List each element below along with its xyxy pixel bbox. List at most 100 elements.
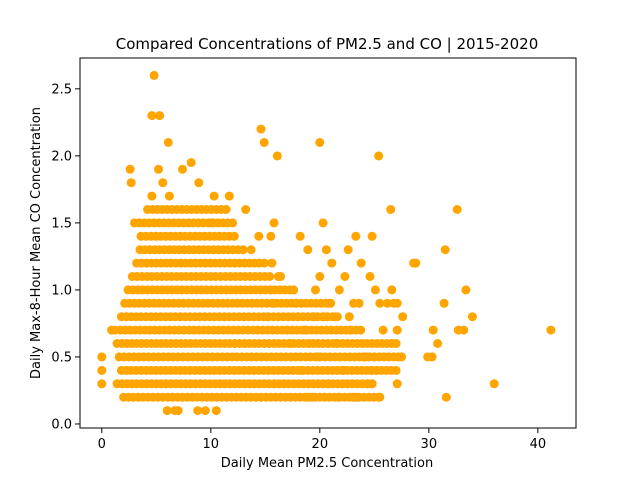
data-point — [309, 312, 319, 322]
y-tick-label: 2.5 — [51, 82, 72, 97]
data-point — [334, 285, 344, 295]
y-axis-ticks: 0.0 0.5 1.0 1.5 2.0 2.5 — [51, 82, 80, 432]
data-point — [345, 325, 355, 335]
y-tick-label: 0.5 — [51, 350, 72, 365]
data-point — [97, 365, 107, 375]
data-point — [387, 285, 397, 295]
data-point — [362, 352, 372, 362]
data-point — [374, 151, 384, 161]
data-point — [427, 352, 437, 362]
data-point — [254, 231, 264, 241]
data-point — [295, 231, 305, 241]
data-point — [206, 218, 216, 228]
data-point — [340, 272, 350, 281]
data-point — [311, 285, 320, 295]
data-point — [330, 312, 340, 322]
data-point — [285, 339, 295, 348]
data-point — [354, 298, 364, 308]
data-point — [246, 245, 256, 255]
data-point — [351, 231, 361, 241]
x-axis-ticks: 0 10 20 30 40 — [98, 428, 546, 452]
data-point — [386, 205, 396, 214]
data-point — [126, 178, 136, 188]
data-point — [228, 218, 238, 228]
data-point — [333, 392, 343, 402]
data-point — [110, 325, 120, 335]
data-point — [125, 164, 135, 174]
data-point — [266, 285, 276, 295]
data-point — [324, 379, 333, 389]
data-point — [266, 231, 276, 241]
data-point — [428, 325, 438, 335]
data-point — [147, 191, 157, 201]
data-point — [267, 258, 277, 268]
data-point — [397, 352, 407, 362]
data-point — [367, 231, 377, 241]
data-point — [440, 245, 450, 255]
data-point — [343, 245, 353, 255]
data-point — [296, 365, 306, 375]
x-tick-label: 20 — [312, 437, 329, 452]
data-point — [241, 205, 251, 214]
data-point — [149, 70, 159, 80]
data-point — [302, 392, 312, 402]
data-point — [273, 272, 283, 281]
data-point — [229, 231, 239, 241]
data-points — [97, 70, 556, 416]
x-tick-label: 40 — [530, 437, 547, 452]
data-point — [291, 298, 301, 308]
x-tick-label: 0 — [98, 437, 106, 452]
data-point — [391, 365, 401, 375]
data-point — [209, 191, 219, 201]
data-point — [327, 258, 337, 268]
data-point — [375, 392, 385, 402]
data-point — [392, 298, 402, 308]
data-point — [318, 218, 328, 228]
data-point — [162, 406, 172, 416]
data-point — [391, 339, 401, 348]
data-point — [238, 245, 248, 255]
y-axis-label: Daily Max-8-Hour Mean CO Concentration — [29, 107, 44, 379]
data-point — [378, 325, 388, 335]
x-tick-label: 30 — [421, 437, 438, 452]
data-point — [439, 298, 449, 308]
data-point — [375, 298, 385, 308]
data-point — [398, 312, 408, 322]
data-point — [194, 178, 204, 188]
data-point — [163, 138, 173, 147]
data-point — [147, 111, 157, 121]
data-point — [269, 298, 279, 308]
data-point — [164, 191, 174, 201]
data-point — [158, 178, 168, 188]
data-point — [351, 392, 361, 402]
data-point — [211, 406, 221, 416]
data-point — [256, 124, 266, 134]
data-point — [303, 245, 313, 255]
data-point — [272, 151, 282, 161]
data-point — [265, 272, 275, 281]
data-point — [282, 325, 292, 335]
axes-frame — [79, 57, 577, 429]
data-point — [259, 138, 269, 147]
data-point — [263, 312, 272, 322]
data-point — [154, 164, 163, 174]
data-point — [221, 205, 231, 214]
data-point — [356, 258, 366, 268]
data-point — [441, 392, 451, 402]
y-tick-label: 1.5 — [51, 216, 72, 231]
chart-title: Compared Concentrations of PM2.5 and CO … — [116, 35, 538, 53]
data-point — [97, 379, 107, 389]
y-tick-label: 0.0 — [51, 417, 72, 432]
data-point — [313, 352, 323, 362]
data-point — [392, 325, 402, 335]
data-point — [259, 258, 269, 268]
data-point — [319, 312, 329, 322]
data-point — [461, 285, 471, 295]
data-point — [97, 352, 107, 362]
data-point — [321, 245, 331, 255]
data-point — [356, 325, 366, 335]
data-point — [369, 352, 379, 362]
x-tick-label: 10 — [203, 437, 220, 452]
data-point — [325, 298, 335, 308]
